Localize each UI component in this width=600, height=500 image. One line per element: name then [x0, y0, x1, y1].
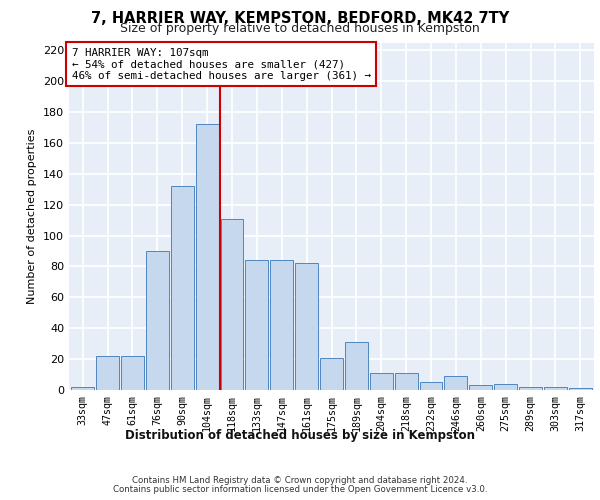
Text: Size of property relative to detached houses in Kempston: Size of property relative to detached ho…	[120, 22, 480, 35]
Bar	[245, 260, 268, 390]
Bar	[469, 386, 492, 390]
Bar	[519, 387, 542, 390]
Bar	[320, 358, 343, 390]
Y-axis label: Number of detached properties: Number of detached properties	[28, 128, 37, 304]
Text: 7, HARRIER WAY, KEMPSTON, BEDFORD, MK42 7TY: 7, HARRIER WAY, KEMPSTON, BEDFORD, MK42 …	[91, 11, 509, 26]
Bar	[345, 342, 368, 390]
Bar	[96, 356, 119, 390]
Text: 7 HARRIER WAY: 107sqm
← 54% of detached houses are smaller (427)
46% of semi-det: 7 HARRIER WAY: 107sqm ← 54% of detached …	[71, 48, 371, 81]
Bar	[494, 384, 517, 390]
Text: Contains public sector information licensed under the Open Government Licence v3: Contains public sector information licen…	[113, 485, 487, 494]
Bar	[71, 387, 94, 390]
Bar	[221, 218, 244, 390]
Bar	[370, 373, 393, 390]
Bar	[295, 264, 318, 390]
Text: Distribution of detached houses by size in Kempston: Distribution of detached houses by size …	[125, 430, 475, 442]
Bar	[445, 376, 467, 390]
Bar	[171, 186, 194, 390]
Bar	[146, 251, 169, 390]
Text: Contains HM Land Registry data © Crown copyright and database right 2024.: Contains HM Land Registry data © Crown c…	[132, 476, 468, 485]
Bar	[270, 260, 293, 390]
Bar	[121, 356, 144, 390]
Bar	[196, 124, 218, 390]
Bar	[395, 373, 418, 390]
Bar	[419, 382, 442, 390]
Bar	[569, 388, 592, 390]
Bar	[544, 387, 567, 390]
